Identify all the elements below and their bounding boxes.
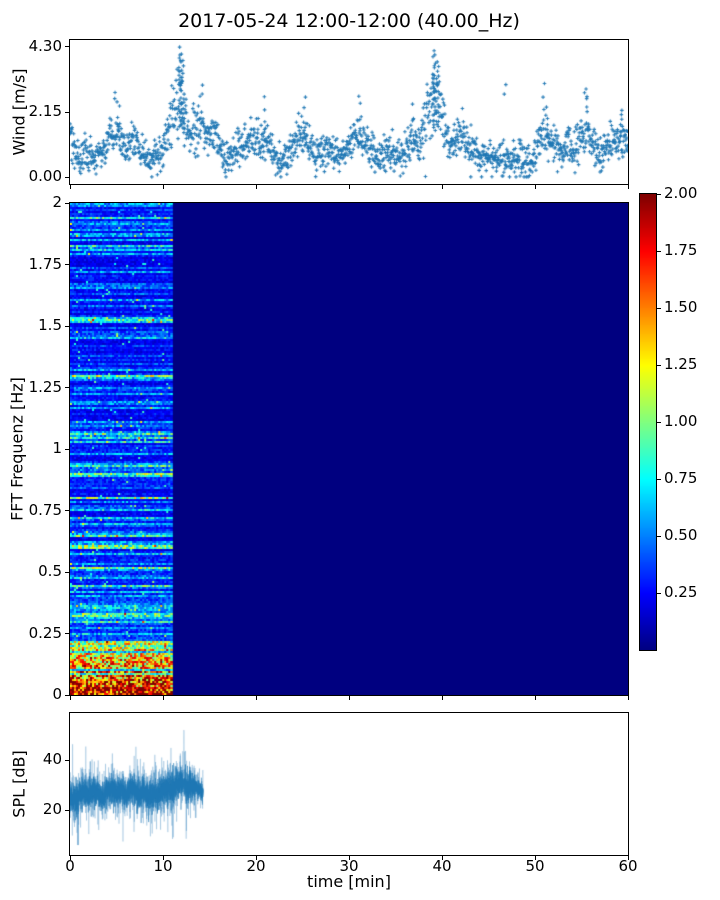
y-tick xyxy=(65,176,69,178)
x-tick xyxy=(534,185,536,189)
x-tick xyxy=(627,856,629,860)
x-tick xyxy=(627,696,629,700)
x-tick xyxy=(69,856,71,860)
y-tick-label: 2 xyxy=(52,193,62,211)
y-tick xyxy=(65,111,69,113)
y-tick-label: 40 xyxy=(42,750,62,769)
y-tick xyxy=(65,809,69,811)
x-tick-label: 0 xyxy=(65,857,75,875)
x-tick xyxy=(348,696,350,700)
y-tick xyxy=(65,633,69,634)
y-tick-label: 4.30 xyxy=(28,36,62,55)
x-tick xyxy=(162,696,164,700)
x-tick xyxy=(534,856,536,860)
x-tick xyxy=(255,185,257,189)
figure-title: 2017-05-24 12:00-12:00 (40.00_Hz) xyxy=(178,10,520,32)
colorbar-tick xyxy=(657,364,661,366)
x-tick xyxy=(441,185,443,189)
y-tick-label: 1.75 xyxy=(28,254,62,273)
y-tick xyxy=(65,264,69,265)
colorbar-tick xyxy=(657,535,661,537)
y-tick-label: 1.5 xyxy=(38,316,62,334)
x-tick-label: 10 xyxy=(153,857,173,875)
x-tick-label: 40 xyxy=(432,857,452,875)
x-tick xyxy=(441,856,443,860)
x-tick-label: 60 xyxy=(618,857,638,875)
y-tick xyxy=(65,759,69,761)
colorbar-tick-label: 0.75 xyxy=(664,469,698,487)
x-tick xyxy=(534,696,536,700)
y-tick-label: 0.75 xyxy=(28,500,62,519)
y-tick-label: 0.00 xyxy=(28,167,62,186)
colorbar-canvas xyxy=(640,194,656,650)
colorbar-tick xyxy=(657,592,661,594)
x-tick xyxy=(69,185,71,189)
colorbar-tick xyxy=(657,421,661,423)
y-tick xyxy=(65,694,69,696)
y-tick xyxy=(65,202,69,204)
y-tick-label: 0 xyxy=(52,685,62,703)
x-axis-label: time [min] xyxy=(307,872,391,891)
y-tick xyxy=(65,571,69,573)
x-tick-label: 20 xyxy=(246,857,266,875)
y-tick xyxy=(65,325,69,327)
x-tick xyxy=(162,185,164,189)
colorbar-tick-label: 1.25 xyxy=(664,355,698,373)
y-tick-label: 1 xyxy=(52,439,62,457)
x-tick xyxy=(69,696,71,700)
colorbar-tick xyxy=(657,250,661,252)
y-tick-label: 1.25 xyxy=(28,377,62,396)
x-tick xyxy=(255,696,257,700)
colorbar-tick-label: 1.00 xyxy=(664,412,698,430)
x-tick-label: 30 xyxy=(339,857,359,875)
y-tick-label: 20 xyxy=(42,800,62,819)
y-tick xyxy=(65,46,69,48)
colorbar-tick xyxy=(657,307,661,309)
y-tick xyxy=(65,510,69,511)
x-tick xyxy=(162,856,164,860)
colorbar-tick xyxy=(657,193,661,195)
y-tick-label: 0.25 xyxy=(28,623,62,642)
colorbar-tick-label: 1.75 xyxy=(664,241,698,259)
y-tick xyxy=(65,387,69,388)
x-tick xyxy=(441,696,443,700)
y-tick xyxy=(65,448,69,450)
colorbar-tick-label: 0.50 xyxy=(664,526,698,544)
x-tick xyxy=(348,856,350,860)
colorbar-tick xyxy=(657,478,661,480)
y-tick-label: 2.15 xyxy=(28,102,62,120)
x-tick xyxy=(255,856,257,860)
colorbar-tick-label: 0.25 xyxy=(664,583,698,601)
spectrogram-canvas xyxy=(70,203,628,695)
x-tick xyxy=(348,185,350,189)
y-tick-label: 0.5 xyxy=(38,562,62,580)
wind-scatter-canvas xyxy=(70,40,628,184)
colorbar-tick-label: 2.00 xyxy=(664,184,698,202)
colorbar-tick-label: 1.50 xyxy=(664,298,698,316)
spl-line-canvas xyxy=(70,713,628,855)
x-tick xyxy=(627,185,629,189)
x-tick-label: 50 xyxy=(525,857,545,875)
